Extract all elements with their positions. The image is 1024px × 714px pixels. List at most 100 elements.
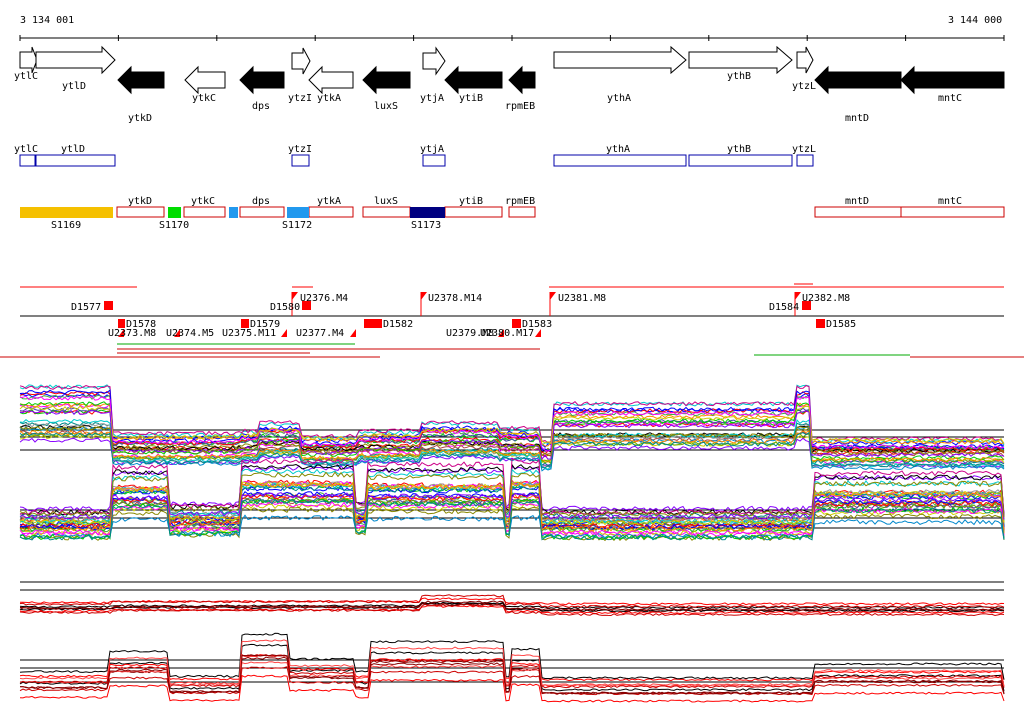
expression-panel-1-line <box>19 425 1005 457</box>
expression-panel-4-line <box>19 666 1005 696</box>
expression-panel-4-line <box>19 674 1005 703</box>
gene-ytkD[interactable]: ytkD <box>117 65 165 124</box>
annotation-ytzL[interactable]: ytzL <box>792 144 816 167</box>
marker-d-3[interactable]: D1583 <box>512 319 552 330</box>
marker-label-bottom-5: U2380.M17 <box>480 328 534 339</box>
ruler-end-label: 3 144 000 <box>948 15 1002 26</box>
gene-label-ythA: ythA <box>607 93 631 104</box>
segment-label-S1169: S1169 <box>51 220 81 231</box>
marker-label-d-3: D1583 <box>522 319 552 330</box>
gene-ytiB[interactable]: ytiB <box>444 65 503 104</box>
gene-dps[interactable]: dps <box>239 65 285 112</box>
marker-d-0[interactable]: D1578 <box>118 319 156 330</box>
gene-mntD[interactable]: mntD <box>814 65 902 124</box>
marker-top-1[interactable]: U2378.M14 <box>420 292 482 316</box>
marker-label-top-2: U2381.M8 <box>558 293 606 304</box>
transcript-rpmEB[interactable]: rpmEB <box>505 196 536 218</box>
gene-luxS[interactable]: luxS <box>362 65 411 112</box>
gene-label-ytkC: ytkC <box>192 93 216 104</box>
marker-label-left-1: D1580 <box>270 302 300 313</box>
segment-S1170[interactable]: S1170 <box>159 207 189 231</box>
segment-S1172[interactable]: S1172 <box>282 207 312 231</box>
gene-mntC[interactable]: mntC <box>900 65 1005 104</box>
transcript-dps[interactable]: dps <box>239 196 285 218</box>
marker-d-2[interactable]: D1582 <box>364 319 413 330</box>
marker-bottom-0[interactable]: U2373.M8 <box>108 328 156 339</box>
transcript-mntC[interactable]: mntC <box>900 196 1005 218</box>
gene-ytjA[interactable]: ytjA <box>420 46 446 104</box>
gene-ytzI[interactable]: ytzI <box>288 47 312 104</box>
expression-panel-3-line <box>19 597 1005 606</box>
marker-d-4[interactable]: D1585 <box>816 319 856 330</box>
transcript-label-luxS: luxS <box>374 196 398 207</box>
segment-S1169[interactable]: S1169 <box>20 207 113 231</box>
marker-top-3[interactable]: U2382.M8 <box>794 292 850 316</box>
transcript-ytkC[interactable]: ytkC <box>183 196 226 218</box>
marker-bottom-5[interactable]: U2380.M17 <box>480 328 541 339</box>
gene-ytkC[interactable]: ytkC <box>184 65 226 104</box>
marker-label-bottom-2: U2375.M11 <box>222 328 276 339</box>
marker-label-left-0: D1577 <box>71 302 101 313</box>
marker-top-0[interactable]: U2376.M4 <box>291 292 348 316</box>
segment-S1173[interactable]: S1173 <box>410 207 445 231</box>
gene-label-ytkD: ytkD <box>128 113 152 124</box>
expression-panel-1-line <box>19 437 1005 470</box>
gene-ythB[interactable]: ythB <box>688 45 793 82</box>
marker-bottom-2[interactable]: U2375.M11 <box>222 328 287 339</box>
expression-panel-2-line <box>19 506 1005 542</box>
marker-label-bottom-3: U2377.M4 <box>296 328 344 339</box>
gene-ytlC[interactable]: ytlC <box>14 46 38 82</box>
annotation-label-ythB: ythB <box>727 144 751 155</box>
segment-label-S1170: S1170 <box>159 220 189 231</box>
transcript-label-ytkA: ytkA <box>317 196 341 207</box>
transcript-ytkD[interactable]: ytkD <box>116 196 165 218</box>
ruler-start-label: 3 134 001 <box>20 15 74 26</box>
marker-bottom-4[interactable]: U2379.M8 <box>446 328 504 339</box>
expression-panel-4-line <box>19 639 1005 687</box>
segment-extra-blue[interactable] <box>229 207 238 218</box>
marker-left-2[interactable]: D1584 <box>769 301 811 313</box>
gene-ytzL[interactable]: ytzL <box>792 46 816 92</box>
segment-label-S1173: S1173 <box>411 220 441 231</box>
annotation-ytzI[interactable]: ytzI <box>288 144 312 167</box>
gene-track: ytlC ytlD ytkD ytkC dps ytzI ytkA luxS <box>14 45 1005 124</box>
expression-panel-1-line <box>19 430 1005 463</box>
gene-ytkA[interactable]: ytkA <box>308 65 354 104</box>
marker-label-d-0: D1578 <box>126 319 156 330</box>
annotation-ytlC[interactable]: ytlC <box>14 144 38 167</box>
marker-left-1[interactable]: D1580 <box>270 301 311 313</box>
marker-bottom-1[interactable]: U2374.M5 <box>166 328 214 339</box>
annotation-ytlD[interactable]: ytlD <box>35 144 116 167</box>
gene-ytlD[interactable]: ytlD <box>35 45 116 92</box>
expression-panel-2 <box>19 458 1005 542</box>
transcript-label-ytkC: ytkC <box>191 196 215 207</box>
annotation-ythA[interactable]: ythA <box>553 144 687 167</box>
marker-top-2[interactable]: U2381.M8 <box>549 292 606 316</box>
gene-label-mntC: mntC <box>938 93 962 104</box>
transcript-ytiB[interactable]: ytiB <box>444 196 503 218</box>
marker-label-bottom-0: U2373.M8 <box>108 328 156 339</box>
transcript-mntD[interactable]: mntD <box>814 196 902 218</box>
expression-panel-3-line <box>19 594 1005 608</box>
transcript-track: ytkD ytkC dps ytkA luxS ytiB rpmEB mntD … <box>20 196 1005 231</box>
marker-label-left-2: D1584 <box>769 302 799 313</box>
gene-label-mntD: mntD <box>845 113 869 124</box>
expression-panel-1-line <box>19 390 1005 455</box>
gene-rpmEB[interactable]: rpmEB <box>505 65 536 112</box>
expression-panel-4-line <box>20 654 1005 695</box>
transcript-ytkA[interactable]: ytkA <box>308 196 354 218</box>
marker-bottom-3[interactable]: U2377.M4 <box>296 328 356 339</box>
gene-ythA[interactable]: ythA <box>553 45 687 104</box>
expression-panel-2-line <box>19 514 1005 540</box>
transcript-luxS[interactable]: luxS <box>362 196 411 218</box>
marker-left-0[interactable]: D1577 <box>71 301 113 313</box>
marker-d-1[interactable]: D1579 <box>241 319 280 330</box>
expression-panel-2-line <box>19 471 1005 518</box>
expression-panel-3-line <box>19 604 1005 615</box>
annotation-ythB[interactable]: ythB <box>688 144 793 167</box>
marker-label-d-4: D1585 <box>826 319 856 330</box>
annotation-ytjA[interactable]: ytjA <box>420 144 446 167</box>
expression-panel-2-line <box>19 498 1005 541</box>
